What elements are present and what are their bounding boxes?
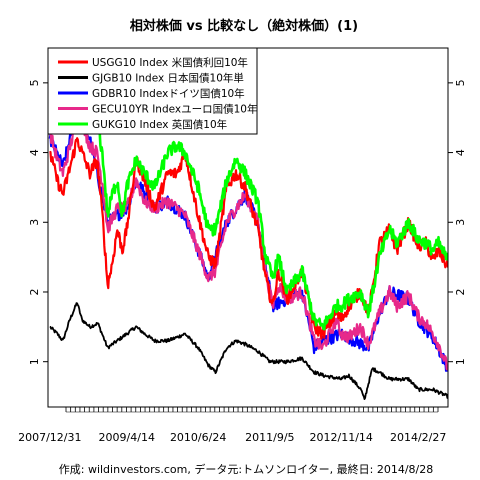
x-tick-label-2: 2010/6/24 bbox=[170, 431, 226, 444]
x-tick-label-4: 2012/11/14 bbox=[310, 431, 373, 444]
legend-entry-3: GECU10YR Indexユーロ国債10年 bbox=[92, 103, 257, 116]
chart-caption: 作成: wildinvestors.com, データ元:トムソンロイター, 最終… bbox=[59, 462, 433, 476]
series-line-2 bbox=[48, 110, 448, 372]
y-tick-label-right-4: 5 bbox=[454, 79, 467, 86]
x-tick-label-0: 2007/12/31 bbox=[18, 431, 81, 444]
y-tick-label-left-2: 3 bbox=[28, 219, 41, 226]
legend-entry-2: GDBR10 Indexドイツ国債10年 bbox=[92, 87, 245, 100]
x-tick-label-3: 2011/9/5 bbox=[245, 431, 294, 444]
y-axis-right: 1 2 3 4 5 bbox=[448, 79, 467, 365]
y-axis-left: 1 2 3 4 5 bbox=[28, 79, 48, 365]
y-tick-label-left-1: 2 bbox=[28, 288, 41, 295]
chart-title: 相対株価 vs 比較なし（絶対株価）(1) bbox=[130, 18, 358, 34]
x-axis: 2007/12/31 2009/4/14 2010/6/24 2011/9/5 2012… bbox=[18, 407, 446, 444]
y-tick-label-left-4: 5 bbox=[28, 79, 41, 86]
y-tick-label-right-3: 4 bbox=[454, 149, 467, 156]
x-tick-label-1: 2009/4/14 bbox=[99, 431, 155, 444]
y-tick-label-left-3: 4 bbox=[28, 149, 41, 156]
series-line-0 bbox=[49, 137, 448, 340]
y-tick-label-right-2: 3 bbox=[454, 219, 467, 226]
y-tick-label-left-0: 1 bbox=[28, 358, 41, 365]
series-line-4 bbox=[48, 62, 448, 331]
series-line-3 bbox=[48, 112, 448, 371]
plot-area bbox=[48, 62, 448, 401]
series-line-1 bbox=[49, 302, 448, 401]
x-tick-label-5: 2014/2/27 bbox=[390, 431, 446, 444]
legend-entry-0: USGG10 Index 米国債利回10年 bbox=[92, 56, 248, 69]
legend-entry-1: GJGB10 Index 日本国債10年単 bbox=[92, 72, 244, 85]
legend: USGG10 Index 米国債利回10年 GJGB10 Index 日本国債10… bbox=[47, 47, 258, 135]
y-tick-label-right-1: 2 bbox=[454, 288, 467, 295]
legend-entry-4: GUKG10 Index 英国債10年 bbox=[92, 118, 227, 131]
y-tick-label-right-0: 1 bbox=[454, 358, 467, 365]
